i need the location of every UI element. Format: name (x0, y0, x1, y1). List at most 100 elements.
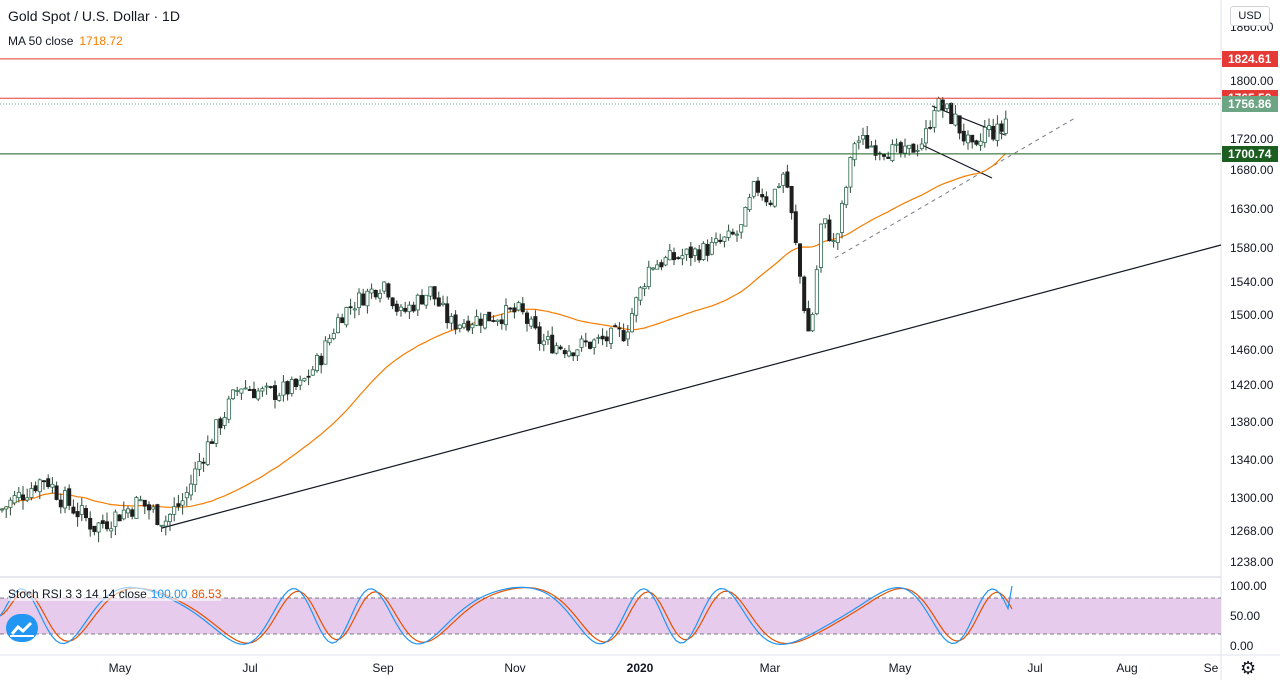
candle-down (209, 441, 214, 444)
tradingview-logo-icon[interactable] (6, 614, 38, 642)
candle-up (747, 197, 752, 211)
candle-up (298, 379, 303, 386)
candle-up (109, 528, 114, 532)
candle-up (482, 314, 487, 329)
candle-up (214, 419, 219, 444)
candle-down (957, 115, 962, 134)
candle-up (567, 350, 572, 357)
price-tick-label: 1268.00 (1230, 524, 1274, 538)
candle-down (974, 140, 979, 145)
candle-up (314, 355, 319, 372)
time-tick-label: May (109, 661, 132, 675)
price-tick-label: 1420.00 (1230, 378, 1274, 392)
candle-up (978, 140, 983, 146)
currency-button[interactable]: USD (1230, 6, 1270, 26)
candle-down (67, 488, 72, 506)
candle-down (533, 316, 538, 329)
candle-down (886, 156, 891, 159)
candle-down (882, 154, 887, 157)
candle-up (852, 143, 857, 161)
candle-down (272, 385, 277, 400)
candle-up (461, 323, 466, 328)
candle-up (642, 286, 647, 290)
candle-up (693, 248, 698, 256)
candle-up (121, 509, 126, 520)
ma-value: 1718.72 (79, 34, 123, 48)
candle-up (596, 337, 601, 339)
candle-up (638, 287, 643, 301)
candle-down (306, 375, 311, 378)
candle-up (96, 522, 101, 533)
candle-up (184, 492, 189, 499)
candle-down (84, 508, 89, 519)
time-tick-label: 2020 (627, 661, 654, 675)
candle-down (105, 521, 110, 530)
candle-up (344, 307, 349, 326)
candle-down (499, 319, 504, 325)
candle-up (516, 302, 521, 311)
candle-up (369, 288, 374, 294)
candle-down (340, 317, 345, 324)
candle-up (193, 468, 198, 486)
candle-down (432, 286, 437, 300)
candle-up (814, 269, 819, 315)
candle-up (151, 506, 156, 510)
candle-down (604, 336, 609, 342)
price-tick-label: 1540.00 (1230, 275, 1274, 289)
candle-up (377, 292, 382, 299)
candle-down (42, 480, 47, 483)
stoch-axis-label: 50.00 (1230, 609, 1260, 623)
candle-down (268, 386, 273, 388)
candle-up (474, 316, 479, 326)
candle-down (58, 499, 63, 508)
candle-down (142, 499, 147, 507)
candle-up (915, 149, 920, 152)
candle-up (222, 417, 227, 426)
candle-up (953, 113, 958, 126)
candle-up (743, 207, 748, 227)
candle-down (75, 511, 80, 518)
candle-down (558, 346, 563, 350)
candle-down (802, 276, 807, 311)
candle-up (848, 157, 853, 188)
candle-up (890, 144, 895, 161)
candle-down (911, 143, 916, 153)
candle-down (453, 314, 458, 330)
price-tick-label: 1300.00 (1230, 491, 1274, 505)
candle-up (835, 233, 840, 244)
horizontal-levels (0, 58, 1221, 155)
candle-up (197, 461, 202, 470)
candle-up (932, 110, 937, 128)
candle-up (995, 123, 1000, 141)
candle-up (529, 318, 534, 327)
price-tag: 1700.74 (1222, 145, 1278, 162)
candle-up (415, 294, 420, 311)
candle-up (323, 340, 328, 365)
candle-up (79, 505, 84, 515)
candle-down (403, 307, 408, 312)
candle-up (365, 290, 370, 307)
candle-down (764, 196, 769, 203)
candle-up (180, 500, 185, 506)
candle-up (226, 398, 231, 420)
time-tick-label: Sep (372, 661, 394, 675)
candle-up (29, 488, 34, 498)
candle-up (634, 297, 639, 316)
candle-down (865, 135, 870, 149)
candle-up (37, 479, 42, 493)
price-tick-label: 1580.00 (1230, 241, 1274, 255)
candle-down (247, 389, 252, 391)
settings-gear-icon[interactable]: ⚙ (1240, 658, 1257, 678)
candle-up (781, 173, 786, 186)
candle-down (251, 388, 256, 399)
candle-down (436, 297, 441, 307)
candle-up (63, 490, 68, 509)
candle-down (928, 126, 933, 129)
candle-down (466, 320, 471, 331)
price-axis: 1860.001800.001760.001720.001680.001630.… (1230, 20, 1274, 569)
candle-down (491, 320, 496, 322)
candle-up (50, 483, 55, 488)
candle-up (398, 306, 403, 311)
candle-up (945, 103, 950, 109)
